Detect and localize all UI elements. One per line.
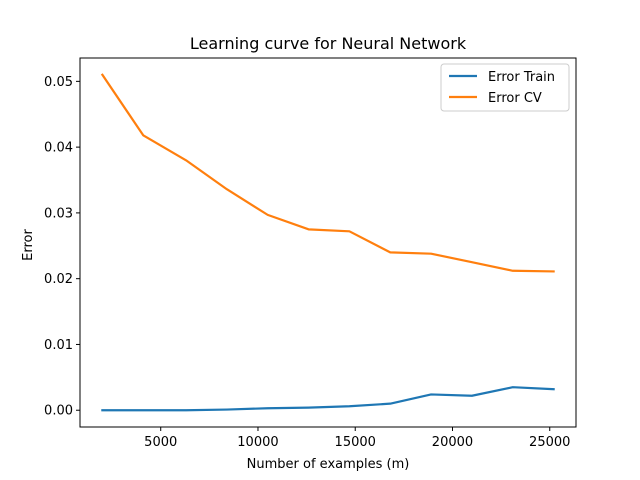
x-axis-label: Number of examples (m) [247, 457, 410, 472]
y-tick-label: 0.01 [44, 338, 73, 353]
legend: Error Train Error CV [440, 63, 570, 112]
series-line-1 [101, 386, 555, 412]
legend-entry: Error Train [488, 70, 555, 85]
y-tick-label: 0.02 [44, 272, 73, 287]
y-tick-label: 0.04 [44, 141, 73, 156]
x-tick-label: 5000 [144, 435, 177, 450]
y-tick-label: 0.00 [44, 404, 73, 419]
y-tick-label: 0.03 [44, 206, 73, 221]
legend-entry: Error CV [488, 91, 542, 106]
x-tick-label: 25000 [529, 435, 570, 450]
plot-area [100, 73, 555, 412]
x-tick-label: 15000 [335, 435, 376, 450]
x-tick-label: 20000 [432, 435, 473, 450]
y-tick-label: 0.05 [44, 75, 73, 90]
axes: 5000 10000 15000 20000 25000 0.00 0.01 0.02 0.03… [44, 57, 577, 450]
axes-frame [79, 57, 577, 428]
series-line-2 [100, 73, 555, 273]
chart-title: Learning curve for Neural Network [190, 34, 467, 53]
y-axis-label: Error [21, 229, 36, 261]
x-tick-label: 10000 [237, 435, 278, 450]
